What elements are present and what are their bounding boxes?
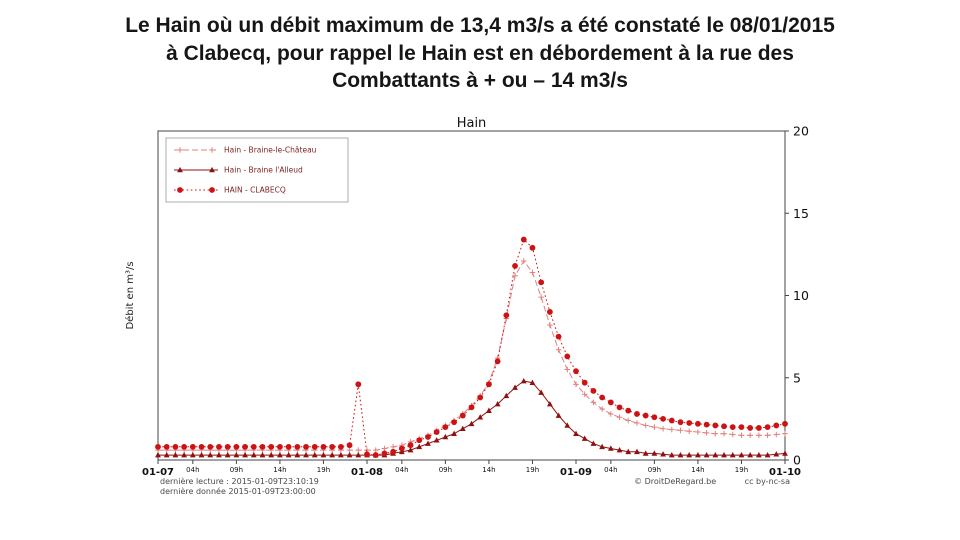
legend: Hain - Braine-le-Château Hain - Braine l'…: [165, 137, 349, 203]
title-line-3: Combattants à + ou – 14 m3/s: [332, 69, 628, 93]
chart-footer-right: © DroitDeRegard.be cc by-nc-sa: [608, 477, 790, 487]
y-tick-label: 5: [793, 370, 801, 385]
y-tick-label: 20: [793, 124, 809, 139]
legend-label-braine-l-alleud: Hain - Braine l'Alleud: [224, 166, 303, 175]
y-tick-label: 15: [793, 206, 809, 221]
hain-chart: Hain Débit en m³/s 0 5 10 15 20 01-07 04h 09h 14h 1…: [124, 116, 809, 476]
x-tick-label-hour: 09h: [439, 466, 452, 474]
chart-footer: dernière lecture : 2015-01-09T23:10:19 d…: [120, 476, 820, 498]
x-tick-label-hour: 09h: [648, 466, 661, 474]
x-tick-label-day: 01-07: [142, 467, 174, 476]
x-tick-label-hour: 14h: [691, 466, 704, 474]
x-tick-label-hour: 04h: [604, 466, 617, 474]
x-tick-label-hour: 19h: [317, 466, 330, 474]
x-tick-label-hour: 09h: [230, 466, 243, 474]
x-tick-label-hour: 04h: [186, 466, 199, 474]
x-tick-label-hour: 19h: [526, 466, 539, 474]
x-tick-label-hour: 04h: [395, 466, 408, 474]
credit-text: © DroitDeRegard.be: [634, 477, 717, 486]
chart-footer-left: dernière lecture : 2015-01-09T23:10:19 d…: [160, 477, 319, 498]
title-line-1: Le Hain où un débit maximum de 13,4 m3/s…: [125, 14, 835, 37]
license-text: cc by-nc-sa: [744, 477, 790, 486]
y-tick-label: 0: [793, 453, 801, 468]
x-tick-label-hour: 14h: [273, 466, 286, 474]
last-reading-text: dernière lecture : 2015-01-09T23:10:19: [160, 477, 319, 486]
last-data-text: dernière donnée 2015-01-09T23:00:00: [160, 487, 316, 497]
chart-title: Hain: [457, 116, 487, 131]
title-line-2: à Clabecq, pour rappel le Hain est en dé…: [166, 41, 794, 65]
x-tick-label-hour: 19h: [735, 466, 748, 474]
x-tick-label-day: 01-08: [351, 467, 383, 476]
x-tick-label-day: 01-09: [560, 467, 592, 476]
x-tick-label-day: 01-10: [769, 467, 801, 476]
legend-label-braine-le-chateau: Hain - Braine-le-Château: [224, 146, 317, 155]
legend-label-clabecq: HAIN - CLABECQ: [224, 186, 286, 195]
slide-title: Le Hain où un débit maximum de 13,4 m3/s…: [0, 12, 960, 95]
series-braine-l-alleud: [155, 377, 788, 458]
x-tick-label-hour: 14h: [482, 466, 495, 474]
y-tick-label: 10: [793, 288, 809, 303]
chart-container: Hain Débit en m³/s 0 5 10 15 20 01-07 04h 09h 14h 1…: [120, 116, 820, 498]
y-axis-label: Débit en m³/s: [124, 261, 136, 329]
series-clabecq: [155, 236, 788, 458]
